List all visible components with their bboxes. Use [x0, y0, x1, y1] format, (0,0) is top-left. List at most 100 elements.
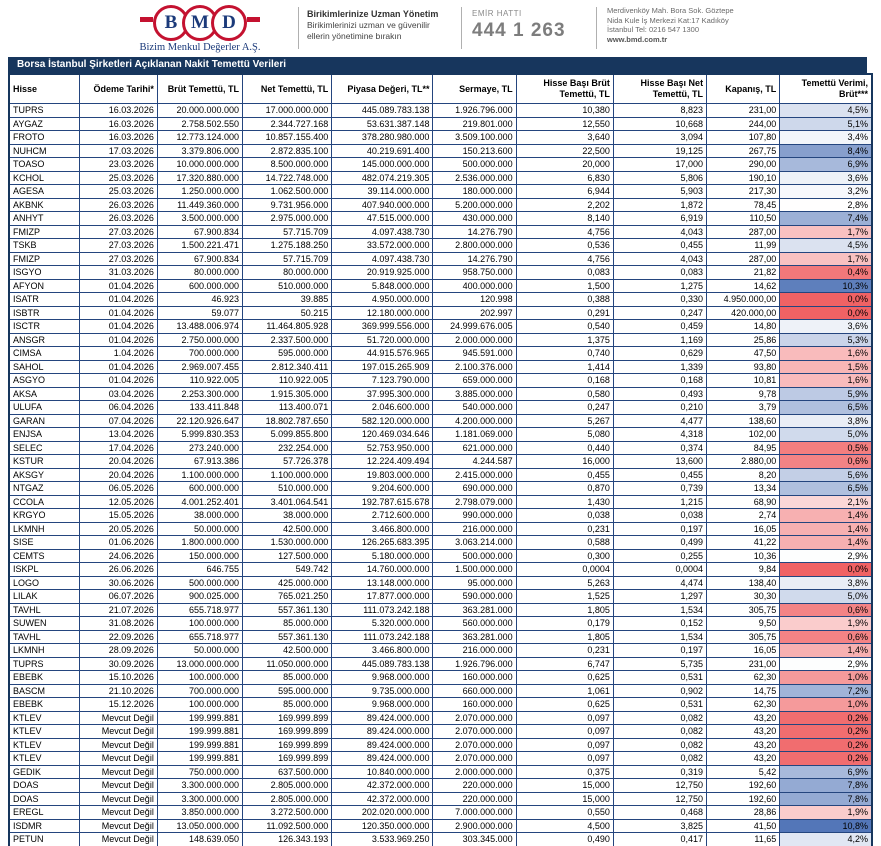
- cell-kapanis: 267,75: [706, 143, 781, 158]
- cell-hisse-basi-net: 4,474: [612, 575, 708, 590]
- slogan-title: Birikimlerinize Uzman Yönetim: [307, 9, 439, 19]
- cell-brut-temettu: 110.922.005: [156, 373, 244, 388]
- cell-kapanis: 10,36: [706, 548, 781, 563]
- cell-odeme-tarihi: 01.04.2026: [78, 305, 158, 320]
- cell-hisse-basi-brut: 0,097: [515, 724, 614, 739]
- table-row: PETUN Mevcut Değil 148.639.050 126.343.193 3…: [8, 832, 873, 846]
- cell-kapanis: 68,90: [706, 494, 781, 509]
- cell-hisse-basi-net: 0,455: [612, 238, 708, 253]
- cell-hisse-basi-brut: 0,580: [515, 386, 614, 401]
- cell-piyasa-degeri: 5.848.000.000: [331, 278, 434, 293]
- cell-kapanis: 93,80: [706, 359, 781, 374]
- cell-brut-temettu: 22.120.926.647: [156, 413, 244, 428]
- cell-hisse: LKMNH: [8, 643, 80, 658]
- table-row: SUWEN 31.08.2026 100.000.000 85.000.000 5.32…: [8, 616, 873, 631]
- cell-hisse-basi-net: 0,499: [612, 535, 708, 550]
- slogan-block: Birikimlerinize Uzman Yönetim Birikimler…: [299, 0, 461, 41]
- cell-sermaye: 202.997: [432, 305, 517, 320]
- table-row: ISDMR Mevcut Değil 13.050.000.000 11.092.50…: [8, 818, 873, 833]
- cell-hisse: SISE: [8, 535, 80, 550]
- cell-temettu-verimi: 2,9%: [779, 548, 873, 563]
- cell-hisse-basi-brut: 4,756: [515, 224, 614, 239]
- cell-hisse: SAHOL: [8, 359, 80, 374]
- cell-sermaye: 220.000.000: [432, 778, 517, 793]
- cell-kapanis: 190,10: [706, 170, 781, 185]
- cell-hisse-basi-brut: 4,500: [515, 818, 614, 833]
- cell-sermaye: 160.000.000: [432, 670, 517, 685]
- cell-brut-temettu: 199.999.881: [156, 710, 244, 725]
- cell-hisse: KSTUR: [8, 454, 80, 469]
- cell-sermaye: 95.000.000: [432, 575, 517, 590]
- cell-hisse-basi-brut: 5,080: [515, 427, 614, 442]
- cell-temettu-verimi: 0,2%: [779, 710, 873, 725]
- cell-hisse: BASCM: [8, 683, 80, 698]
- table-row: EBEBK 15.10.2026 100.000.000 85.000.000 9.96…: [8, 670, 873, 685]
- table-row: TAVHL 22.09.2026 655.718.977 557.361.130 111…: [8, 629, 873, 644]
- cell-hisse: TAVHL: [8, 629, 80, 644]
- cell-kapanis: 30,30: [706, 589, 781, 604]
- cell-net-temettu: 2.337.500.000: [242, 332, 333, 347]
- slogan-line-1: Birikimlerinizi uzman ve güvenilir: [307, 20, 430, 30]
- cell-odeme-tarihi: Mevcut Değil: [78, 805, 158, 820]
- cell-net-temettu: 169.999.899: [242, 737, 333, 752]
- table-row: TUPRS 30.09.2026 13.000.000.000 11.050.000.…: [8, 656, 873, 671]
- cell-hisse-basi-brut: 12,550: [515, 116, 614, 131]
- cell-kapanis: 14,62: [706, 278, 781, 293]
- cell-odeme-tarihi: 21.07.2026: [78, 602, 158, 617]
- table-row: KTLEV Mevcut Değil 199.999.881 169.999.899 8…: [8, 737, 873, 752]
- cell-kapanis: 231,00: [706, 656, 781, 671]
- bmd-logo-circles: B M D: [102, 5, 298, 41]
- cell-net-temettu: 510.000.000: [242, 278, 333, 293]
- cell-piyasa-degeri: 9.968.000.000: [331, 670, 434, 685]
- cell-hisse-basi-brut: 15,000: [515, 778, 614, 793]
- cell-temettu-verimi: 3,6%: [779, 319, 873, 334]
- cell-odeme-tarihi: 22.09.2026: [78, 629, 158, 644]
- cell-hisse-basi-brut: 0,097: [515, 751, 614, 766]
- cell-temettu-verimi: 5,9%: [779, 386, 873, 401]
- cell-net-temettu: 5.099.855.800: [242, 427, 333, 442]
- cell-temettu-verimi: 5,3%: [779, 332, 873, 347]
- cell-sermaye: 1.926.796.000: [432, 656, 517, 671]
- order-line-label: EMİR HATTI: [472, 9, 522, 18]
- cell-brut-temettu: 2.750.000.000: [156, 332, 244, 347]
- cell-hisse-basi-brut: 15,000: [515, 791, 614, 806]
- cell-brut-temettu: 600.000.000: [156, 481, 244, 496]
- cell-hisse: DOAS: [8, 778, 80, 793]
- table-row: CCOLA 12.05.2026 4.001.252.401 3.401.064.54…: [8, 494, 873, 509]
- cell-odeme-tarihi: 16.03.2026: [78, 130, 158, 145]
- table-row: CEMTS 24.06.2026 150.000.000 127.500.000 5.1…: [8, 548, 873, 563]
- cell-piyasa-degeri: 12.180.000.000: [331, 305, 434, 320]
- cell-temettu-verimi: 10,8%: [779, 818, 873, 833]
- cell-hisse: ISATR: [8, 292, 80, 307]
- cell-hisse-basi-net: 1,169: [612, 332, 708, 347]
- column-header-hisse-basi-brut: Hisse Başı Brüt Temettü, TL: [515, 73, 614, 104]
- cell-temettu-verimi: 1,9%: [779, 616, 873, 631]
- cell-brut-temettu: 100.000.000: [156, 670, 244, 685]
- cell-brut-temettu: 750.000.000: [156, 764, 244, 779]
- cell-piyasa-degeri: 9.204.600.000: [331, 481, 434, 496]
- cell-hisse: LOGO: [8, 575, 80, 590]
- cell-temettu-verimi: 0,2%: [779, 724, 873, 739]
- cell-temettu-verimi: 0,6%: [779, 602, 873, 617]
- cell-hisse-basi-brut: 0,440: [515, 440, 614, 455]
- cell-sermaye: 2.070.000.000: [432, 724, 517, 739]
- cell-kapanis: 217,30: [706, 184, 781, 199]
- cell-hisse: TAVHL: [8, 602, 80, 617]
- cell-hisse-basi-brut: 0,247: [515, 400, 614, 415]
- cell-brut-temettu: 12.773.124.000: [156, 130, 244, 145]
- cell-brut-temettu: 150.000.000: [156, 548, 244, 563]
- website-link[interactable]: www.bmd.com.tr: [607, 34, 668, 44]
- table-row: LKMNH 28.09.2026 50.000.000 42.500.000 3.466…: [8, 643, 873, 658]
- cell-hisse-basi-brut: 10,380: [515, 103, 614, 118]
- cell-temettu-verimi: 2,9%: [779, 656, 873, 671]
- cell-kapanis: 47,50: [706, 346, 781, 361]
- dividend-table: Hisse Ödeme Tarihi* Brüt Temettü, TL Net Te…: [8, 73, 873, 846]
- cell-odeme-tarihi: Mevcut Değil: [78, 791, 158, 806]
- table-row: ANHYT 26.03.2026 3.500.000.000 2.975.000.00…: [8, 211, 873, 226]
- cell-temettu-verimi: 1,9%: [779, 805, 873, 820]
- cell-hisse-basi-net: 0,082: [612, 737, 708, 752]
- cell-temettu-verimi: 7,8%: [779, 791, 873, 806]
- cell-net-temettu: 557.361.130: [242, 629, 333, 644]
- cell-hisse: NTGAZ: [8, 481, 80, 496]
- order-line-block: EMİR HATTI 444 1 263: [462, 0, 596, 42]
